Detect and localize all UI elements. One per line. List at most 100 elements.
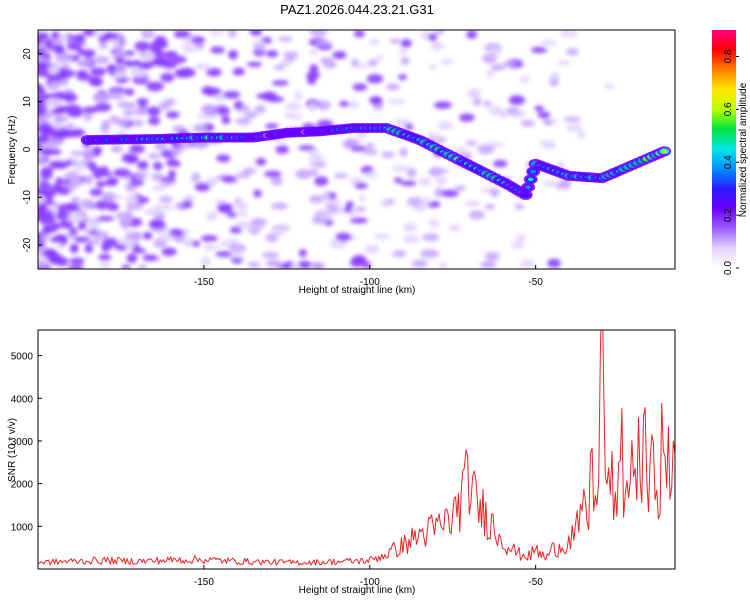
- noise-blob: [438, 262, 448, 269]
- noise-blob: [87, 219, 100, 226]
- noise-blob: [92, 231, 110, 240]
- noise-blob: [361, 149, 378, 155]
- spectrogram-y-tick-label: 10: [22, 96, 33, 108]
- noise-blob: [490, 63, 506, 71]
- noise-blob: [147, 153, 161, 159]
- noise-blob: [418, 177, 432, 186]
- noise-blob: [106, 202, 119, 212]
- noise-blob: [167, 170, 177, 178]
- noise-blob: [54, 91, 66, 98]
- noise-blob: [38, 94, 49, 103]
- ridge-core: [530, 169, 537, 174]
- noise-blob: [345, 201, 355, 207]
- noise-blob: [117, 101, 131, 109]
- noise-blob: [51, 31, 61, 39]
- noise-blob: [161, 247, 177, 257]
- noise-blob: [121, 225, 131, 232]
- noise-blob: [38, 68, 52, 77]
- noise-blob: [327, 206, 338, 214]
- noise-blob: [222, 90, 241, 99]
- noise-blob: [537, 111, 551, 119]
- noise-blob: [40, 166, 54, 174]
- noise-blob: [487, 141, 506, 147]
- noise-blob: [577, 131, 586, 139]
- ridge-core: [522, 193, 529, 197]
- noise-blob: [367, 59, 379, 67]
- noise-blob: [192, 140, 209, 149]
- noise-blob: [283, 56, 297, 62]
- ridge-core: [525, 185, 532, 189]
- snr-y-tick-label: 4000: [11, 394, 34, 405]
- noise-blob: [514, 203, 525, 210]
- noise-blob: [148, 116, 161, 126]
- noise-blob: [38, 87, 46, 95]
- noise-blob: [46, 82, 60, 91]
- noise-blob: [234, 201, 249, 211]
- snr-y-axis: 1000 2000 3000 4000 5000: [11, 352, 42, 533]
- ridge-core: [661, 149, 668, 154]
- noise-blob: [40, 188, 59, 195]
- noise-blob: [38, 260, 49, 269]
- snr-x-axis: -150 -100 -50: [194, 565, 543, 588]
- noise-blob: [283, 51, 299, 58]
- noise-blob: [399, 147, 408, 157]
- spectrogram-y-axis: -20 -10 0 10 20: [22, 48, 42, 252]
- noise-blob: [228, 49, 239, 60]
- noise-blob: [80, 160, 90, 166]
- noise-blob: [530, 46, 548, 54]
- colorbar-label: Normalized spectral amplitude: [738, 82, 749, 217]
- noise-blob: [398, 74, 408, 81]
- noise-blob: [38, 101, 48, 108]
- noise-blob: [329, 238, 347, 249]
- noise-blob: [137, 160, 149, 171]
- noise-blob: [91, 149, 101, 157]
- colorbar-tick-label: 0.6: [723, 102, 734, 116]
- noise-blob: [398, 48, 408, 55]
- snr-y-tick-label: 3000: [11, 437, 34, 448]
- noise-blob: [549, 78, 559, 87]
- noise-blob: [196, 114, 214, 120]
- noise-blob: [71, 196, 81, 204]
- noise-blob: [440, 58, 453, 65]
- noise-blob: [173, 30, 191, 39]
- noise-blob: [312, 262, 326, 269]
- noise-blob: [181, 44, 197, 53]
- noise-blob: [200, 104, 218, 114]
- noise-blob: [267, 96, 285, 103]
- noise-blob: [100, 191, 116, 201]
- noise-blob: [113, 69, 125, 79]
- noise-blob: [358, 195, 367, 201]
- noise-blob: [172, 160, 181, 167]
- snr-y-tick-label: 1000: [11, 522, 34, 533]
- noise-blob: [228, 30, 237, 38]
- colorbar: 0.0 0.2 0.4 0.6 0.8 Normalized spectral ampl…: [712, 30, 749, 275]
- noise-blob: [38, 51, 51, 58]
- noise-blob: [55, 177, 65, 186]
- noise-blob: [44, 111, 55, 119]
- noise-blob: [134, 41, 151, 52]
- noise-blob: [84, 239, 101, 246]
- noise-blob: [38, 134, 50, 144]
- colorbar-tick-label: 0.2: [723, 208, 734, 222]
- noise-blob: [135, 173, 147, 181]
- noise-blob: [44, 148, 62, 156]
- noise-blob: [140, 51, 156, 61]
- noise-blob: [132, 247, 147, 254]
- noise-blob: [247, 261, 261, 269]
- noise-blob: [315, 39, 331, 46]
- noise-blob: [253, 189, 262, 198]
- noise-blob: [604, 83, 615, 90]
- noise-blob: [65, 129, 80, 138]
- noise-blob: [270, 202, 288, 210]
- noise-blob: [294, 90, 303, 101]
- noise-blob: [547, 118, 558, 124]
- noise-blob: [386, 199, 396, 205]
- noise-blob: [110, 38, 121, 47]
- noise-blob: [94, 102, 112, 112]
- snr-panel: -150 -100 -50 1000 2000 3000 4000 5000 Height …: [7, 329, 676, 596]
- noise-blob: [486, 69, 495, 78]
- noise-blob: [85, 149, 94, 158]
- noise-blob: [354, 206, 367, 212]
- noise-blob: [206, 68, 222, 77]
- snr-frame: [37, 329, 676, 570]
